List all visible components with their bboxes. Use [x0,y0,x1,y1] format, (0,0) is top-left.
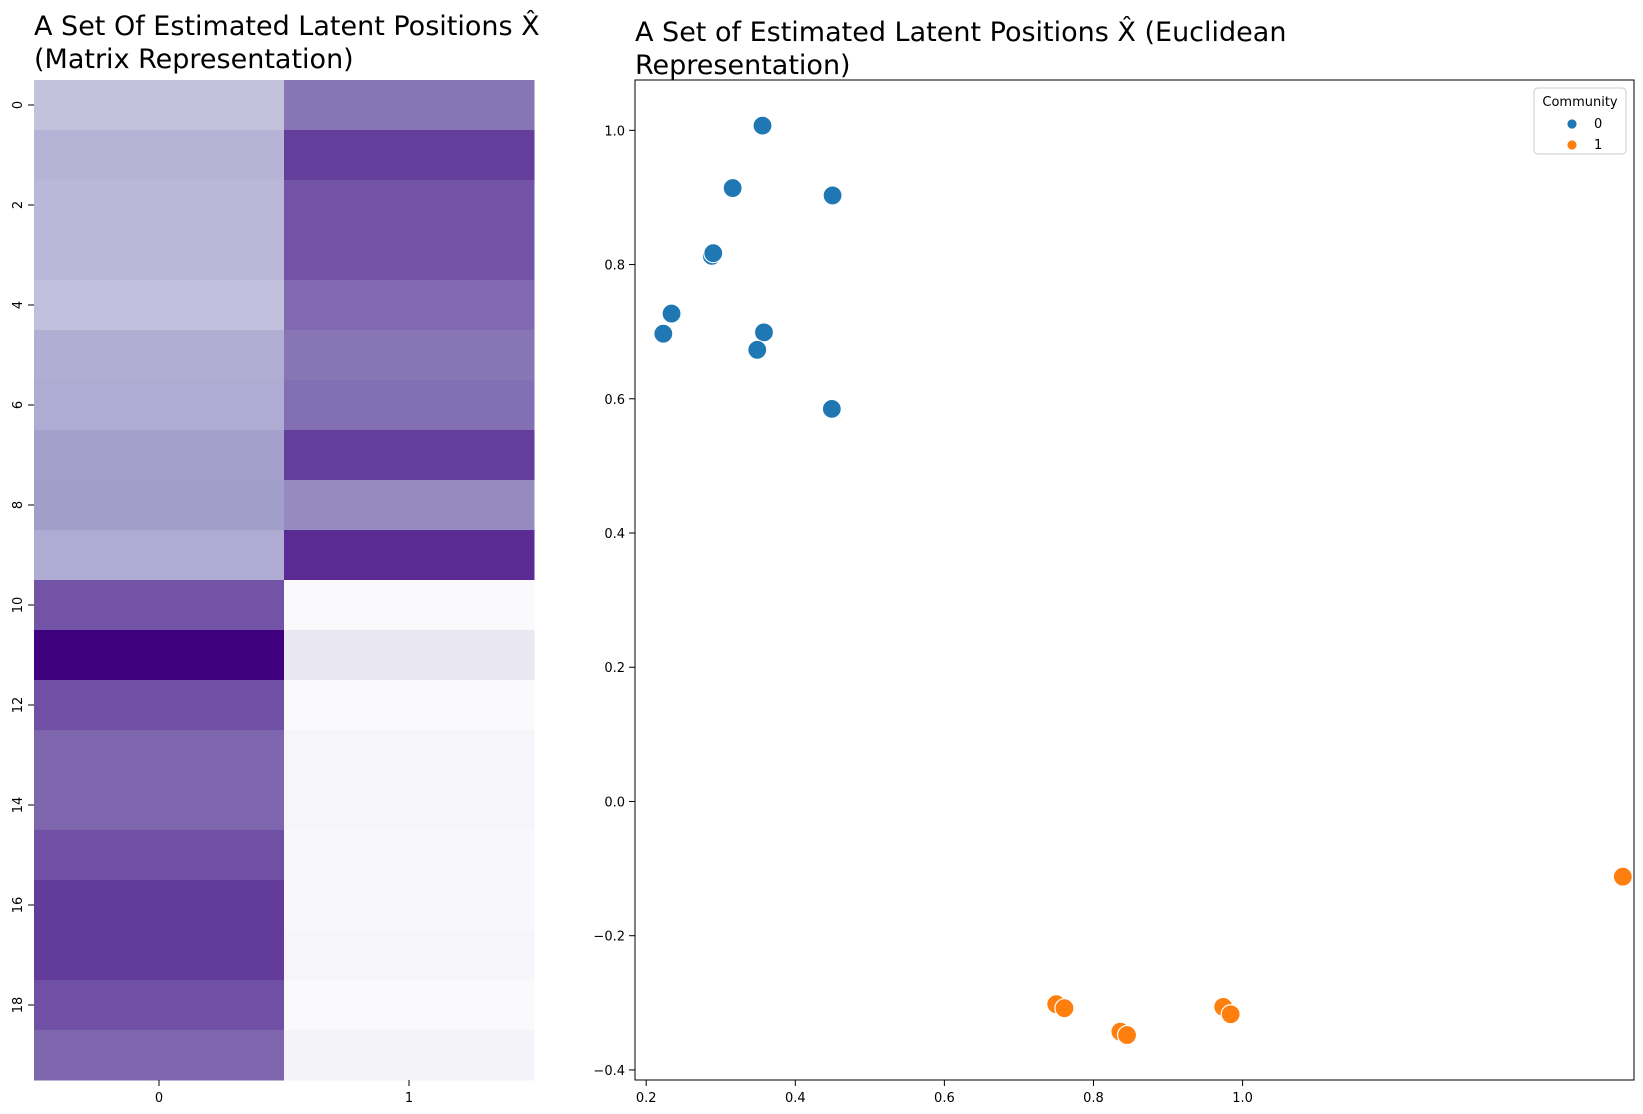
y-tick-label: 10 [11,597,26,614]
data-point-community-0 [752,115,773,136]
data-point-community-0 [753,322,775,343]
y-tick-label: 0.0 [604,795,625,810]
heatmap-cell [284,1030,535,1081]
heatmap-cell [284,580,535,631]
data-point-community-0 [703,243,724,264]
legend-box [1533,87,1627,155]
legend-marker-0 [1566,118,1578,130]
y-tick-label: −0.4 [593,1064,625,1079]
data-point-community-1 [1054,998,1075,1019]
x-tick-label: 1.0 [1232,1091,1253,1106]
data-point-community-0 [653,323,674,344]
scatter-title: A Set of Estimated Latent Positions X̂ (… [635,16,1286,82]
heatmap-cell [284,130,535,181]
heatmap-cell [34,330,285,381]
heatmap-cell [284,830,535,881]
plot-frame [634,79,1635,1081]
data-point-community-1 [1116,1024,1138,1046]
heatmap-cell [34,830,285,881]
y-tick-label: 0.4 [604,527,625,542]
y-tick-label: 1.0 [604,124,625,139]
heatmap-cell [34,230,285,281]
y-tick-label: 0.8 [604,259,625,274]
data-point-community-1 [1220,1004,1241,1025]
heatmap-cell [284,480,535,531]
heatmap-cell [34,530,285,581]
y-tick-label: 16 [11,897,26,914]
heatmap-cell [34,630,285,681]
heatmap-cell [34,80,285,131]
legend-marker-1 [1566,139,1578,151]
x-tick-label: 1 [405,1091,413,1106]
heatmap-cell [284,430,535,481]
y-tick-label: 2 [11,201,26,209]
y-tick-label: 6 [11,401,26,409]
legend-title: Community [1542,95,1618,110]
legend-label-1: 1 [1594,138,1602,153]
heatmap-cell [284,730,535,781]
data-point-community-0 [747,339,768,360]
heatmap-cell [284,230,535,281]
y-tick-label: 0.2 [604,661,625,676]
heatmap-cell [284,380,535,431]
data-point-community-1 [1213,996,1234,1017]
heatmap-cell [284,280,535,331]
x-tick-label: 0.6 [934,1091,955,1106]
heatmap-cell [34,730,285,781]
heatmap-cell [34,380,285,431]
x-tick-label: 0 [155,1091,163,1106]
heatmap-cell [34,430,285,481]
heatmap-cell [284,930,535,981]
data-point-community-0 [821,398,842,419]
heatmap-cell [34,880,285,931]
y-tick-label: 12 [11,697,26,714]
x-tick-label: 0.8 [1083,1091,1104,1106]
y-tick-label: 4 [11,301,26,309]
heatmap-cell [284,180,535,231]
heatmap-cell [34,180,285,231]
x-tick-label: 0.2 [636,1091,657,1106]
heatmap-cell [34,130,285,181]
y-tick-label: 8 [11,501,26,509]
data-point-community-1 [1046,994,1067,1015]
heatmap-cell [284,680,535,731]
y-tick-label: 14 [11,797,26,814]
heatmap-cell [284,980,535,1031]
data-point-community-1 [1612,866,1633,887]
heatmap-cell [34,480,285,531]
heatmap-cell [34,1030,285,1081]
scatter-title-line-2: Representation) [635,50,851,81]
heatmap-cell [284,780,535,831]
heatmap-cell [34,930,285,981]
data-point-community-0 [822,185,843,206]
heatmap-cell [284,630,535,681]
data-point-community-0 [661,303,682,324]
y-tick-label: 0.6 [604,393,625,408]
x-tick-label: 0.4 [785,1091,806,1106]
heatmap-cell [34,580,285,631]
heatmap-cell [34,280,285,331]
scatter-title-line-1: A Set of Estimated Latent Positions X̂ (… [635,17,1287,48]
heatmap-cell [284,330,535,381]
heatmap-title-line-2: (Matrix Representation) [34,44,354,75]
heatmap-cell [34,980,285,1031]
heatmap-cell [284,80,535,131]
heatmap-cell [34,680,285,731]
data-point-community-1 [1110,1021,1131,1042]
legend-label-0: 0 [1594,117,1602,132]
data-point-community-0 [722,177,743,199]
y-tick-label: −0.2 [593,930,625,945]
heatmap-title: A Set Of Estimated Latent Positions X̂ (… [34,10,540,76]
heatmap-cell [284,880,535,931]
y-tick-label: 18 [11,997,26,1014]
y-tick-label: 0 [11,101,26,109]
heatmap-cell [284,530,535,581]
data-point-community-0 [701,245,722,266]
heatmap-title-line-1: A Set Of Estimated Latent Positions X̂ [34,11,540,42]
heatmap-cell [34,780,285,831]
